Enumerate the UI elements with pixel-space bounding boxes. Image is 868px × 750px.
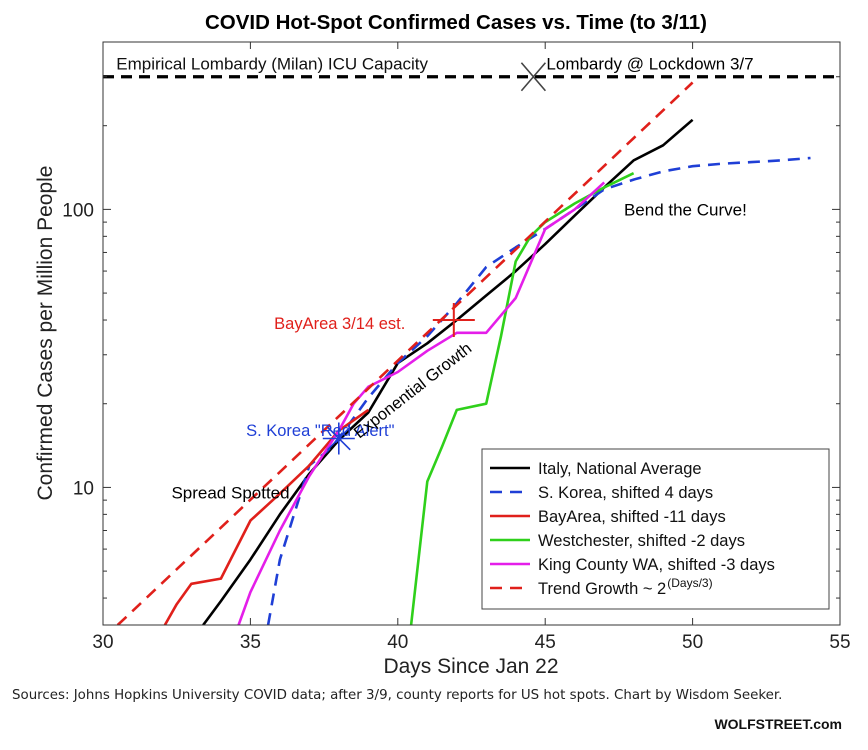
x-tick-label-1: 35 (240, 632, 261, 653)
bayarea-estimate-label: BayArea 3/14 est. (274, 315, 405, 333)
series-line-5 (116, 81, 694, 625)
y-axis-label: Confirmed Cases per Million People (34, 166, 57, 501)
legend-label-2: BayArea, shifted -11 days (538, 508, 726, 526)
x-tick-label-2: 40 (387, 632, 408, 653)
bayarea-plus-marker (432, 303, 475, 338)
legend-label-5: Trend Growth ~ 2 (538, 580, 666, 598)
ticks: 30 35 40 45 50 55 10 100 (62, 42, 851, 653)
plot-content (103, 75, 840, 625)
legend-label-3: Westchester, shifted -2 days (538, 532, 745, 550)
source-note: Sources: Johns Hopkins University COVID … (12, 688, 783, 703)
legend-label-4: King County WA, shifted -3 days (538, 556, 775, 574)
y-tick-label-1: 100 (62, 200, 94, 221)
icu-capacity-label: Empirical Lombardy (Milan) ICU Capacity (116, 55, 428, 74)
korea-star-marker (322, 422, 355, 455)
x-tick-label-5: 55 (829, 632, 850, 653)
series-line-0 (202, 118, 694, 625)
legend: Italy, National Average S. Korea, shifted… (481, 448, 830, 610)
chart: COVID Hot-Spot Confirmed Cases vs. Time … (34, 11, 851, 678)
chart-title: COVID Hot-Spot Confirmed Cases vs. Time … (205, 11, 707, 34)
lockdown-label: Lombardy @ Lockdown 3/7 (546, 55, 753, 74)
legend-label-1: S. Korea, shifted 4 days (538, 484, 713, 502)
series-line-4 (237, 181, 606, 625)
series-line-3 (409, 172, 635, 625)
axes-frame (102, 41, 841, 626)
y-tick-label-0: 10 (73, 478, 94, 499)
korea-red-alert-label: S. Korea "Red Alert" (246, 422, 395, 440)
x-axis-label: Days Since Jan 22 (383, 655, 558, 678)
series-group (103, 75, 840, 625)
exponential-growth-label: Exponential Growth (351, 339, 476, 442)
annotations: Empirical Lombardy (Milan) ICU Capacity L… (116, 55, 753, 503)
spread-spotted-label: Spread Spotted (171, 483, 289, 502)
legend-box (481, 448, 830, 610)
x-tick-label-4: 50 (682, 632, 703, 653)
series-line-2 (163, 408, 370, 625)
x-tick-label-0: 30 (92, 632, 113, 653)
lockdown-x-marker (520, 62, 547, 92)
legend-superscript-5: (Days/3) (667, 576, 712, 590)
series-line-1 (266, 156, 811, 625)
bend-curve-label: Bend the Curve! (624, 200, 747, 219)
x-tick-label-3: 45 (535, 632, 556, 653)
legend-label-0: Italy, National Average (538, 460, 702, 478)
brand-label: WOLFSTREET.com (714, 716, 842, 732)
